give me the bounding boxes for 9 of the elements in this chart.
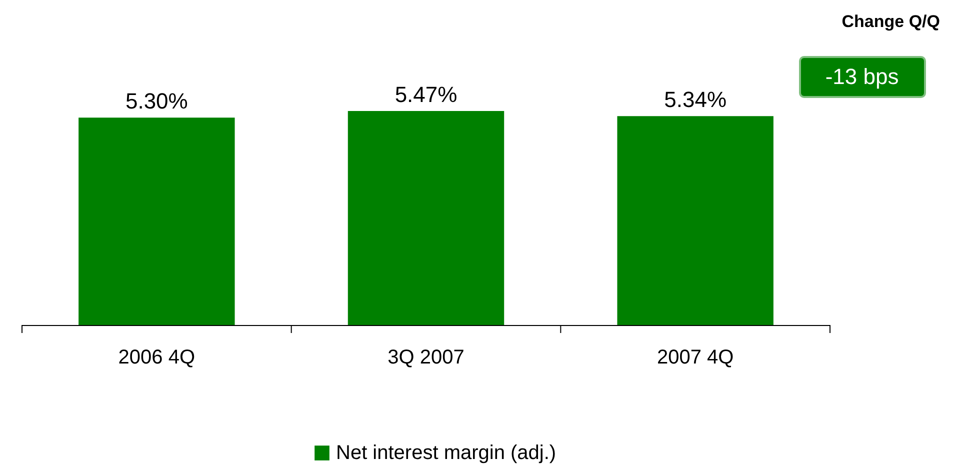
legend-label: Net interest margin (adj.)	[336, 442, 556, 464]
x-tick-label: 2007 4Q	[656, 346, 734, 368]
x-tick-label: 2006 4Q	[118, 346, 196, 368]
data-label: 5.30%	[125, 88, 188, 114]
data-label: 5.47%	[394, 82, 458, 107]
data-label: 5.34%	[664, 87, 727, 112]
x-tick-label: 3Q 2007	[388, 346, 464, 368]
text: -13 bps	[825, 64, 899, 89]
text: Change Q/Q	[842, 12, 940, 31]
